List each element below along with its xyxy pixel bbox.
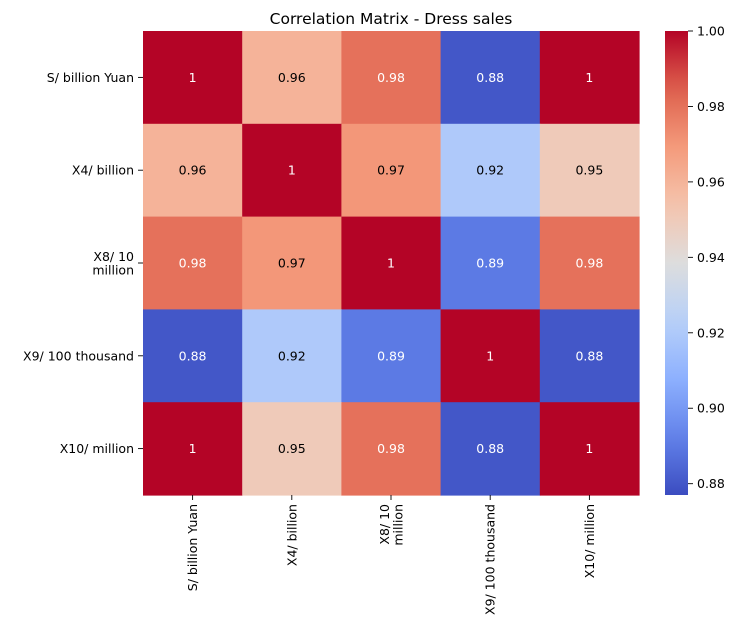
annotation-r1-c3: 0.92 [476,163,504,178]
annotation-r0-c1: 0.96 [278,70,306,85]
colorbar-gradient [665,31,688,495]
row-label: X10/ million [60,441,134,456]
heatmap-cell-r4-c2 [341,402,442,496]
annotation-r0-c0: 1 [189,70,197,85]
heatmap-cell-r3-c4 [539,309,640,403]
heatmap-cell-r2-c1 [242,216,342,310]
column-label: S/ billion Yuan [185,504,200,591]
heatmap-cell-r1-c0 [143,123,243,218]
colorbar-tick-label: 0.88 [697,476,725,491]
row-label: S/ billion Yuan [47,70,134,85]
annotation-r2-c2: 1 [387,256,395,271]
colorbar-tick-label: 0.98 [697,99,725,114]
heatmap-cell-r1-c3 [440,123,541,218]
heatmap-cell-r1-c1 [242,123,342,218]
heatmap-cell-r3-c0 [143,309,243,403]
annotation-r3-c1: 0.92 [278,348,306,363]
annotation-r3-c3: 1 [486,348,494,363]
heatmap-cell-r2-c3 [440,216,541,310]
colorbar-tick-label: 0.94 [697,250,725,265]
heatmap-cell-r2-c0 [143,216,243,310]
annotation-r4-c4: 1 [585,441,593,456]
column-label: million [390,504,405,546]
heatmap-annotations: 1 0.96 0.98 0.88 1 0.96 1 0.97 0.92 0.95 0.98 0.97 1… [179,70,604,456]
heatmap-cell-r4-c3 [440,402,541,496]
annotation-r4-c0: 1 [189,441,197,456]
annotation-r1-c0: 0.96 [179,163,207,178]
column-label: X9/ 100 thousand [483,504,498,615]
heatmap-cell-r4-c1 [242,402,342,496]
colorbar-tick-label: 0.90 [697,401,725,416]
annotation-r1-c4: 0.95 [575,163,603,178]
annotation-r2-c4: 0.98 [575,256,603,271]
heatmap-cell-r3-c1 [242,309,342,403]
row-label: X8/ 10 [93,249,134,264]
heatmap-cell-r1-c4 [539,123,640,218]
heatmap-cell-r0-c3 [440,31,541,125]
colorbar-tick-label: 1.00 [697,24,725,39]
annotation-r1-c1: 1 [288,163,296,178]
annotation-r2-c0: 0.98 [179,256,207,271]
heatmap-cell-r4-c4 [539,402,640,496]
annotation-r0-c2: 0.98 [377,70,405,85]
colorbar: 0.88 0.90 0.92 0.94 0.96 0.98 1.00 [665,24,725,495]
heatmap-cell-r1-c2 [341,123,442,218]
annotation-r4-c3: 0.88 [476,441,504,456]
chart-title: Correlation Matrix - Dress sales [270,10,513,28]
column-label: X8/ 10 [377,504,392,545]
annotation-r2-c1: 0.97 [278,256,306,271]
heatmap-cell-r0-c2 [341,31,442,125]
row-label: X9/ 100 thousand [23,348,134,363]
annotation-r1-c2: 0.97 [377,163,405,178]
annotation-r0-c3: 0.88 [476,70,504,85]
row-label: X4/ billion [72,163,134,178]
annotation-r4-c2: 0.98 [377,441,405,456]
annotation-r2-c3: 0.89 [476,256,504,271]
heatmap-cells [143,31,640,496]
column-label: X10/ million [582,504,597,578]
heatmap-cell-r3-c3 [440,309,541,403]
colorbar-tick-label: 0.96 [697,174,725,189]
row-label: million [92,262,134,277]
annotation-r3-c0: 0.88 [179,348,207,363]
heatmap-cell-r3-c2 [341,309,442,403]
heatmap-cell-r0-c1 [242,31,342,125]
heatmap-cell-r0-c0 [143,31,243,125]
heatmap-cell-r2-c2 [341,216,442,310]
column-label: X4/ billion [284,504,299,566]
heatmap-cell-r4-c0 [143,402,243,496]
colorbar-tick-label: 0.92 [697,325,725,340]
heatmap-cell-r2-c4 [539,216,640,310]
heatmap-cell-r0-c4 [539,31,640,125]
annotation-r0-c4: 1 [585,70,593,85]
annotation-r4-c1: 0.95 [278,441,306,456]
annotation-r3-c4: 0.88 [575,348,603,363]
annotation-r3-c2: 0.89 [377,348,405,363]
